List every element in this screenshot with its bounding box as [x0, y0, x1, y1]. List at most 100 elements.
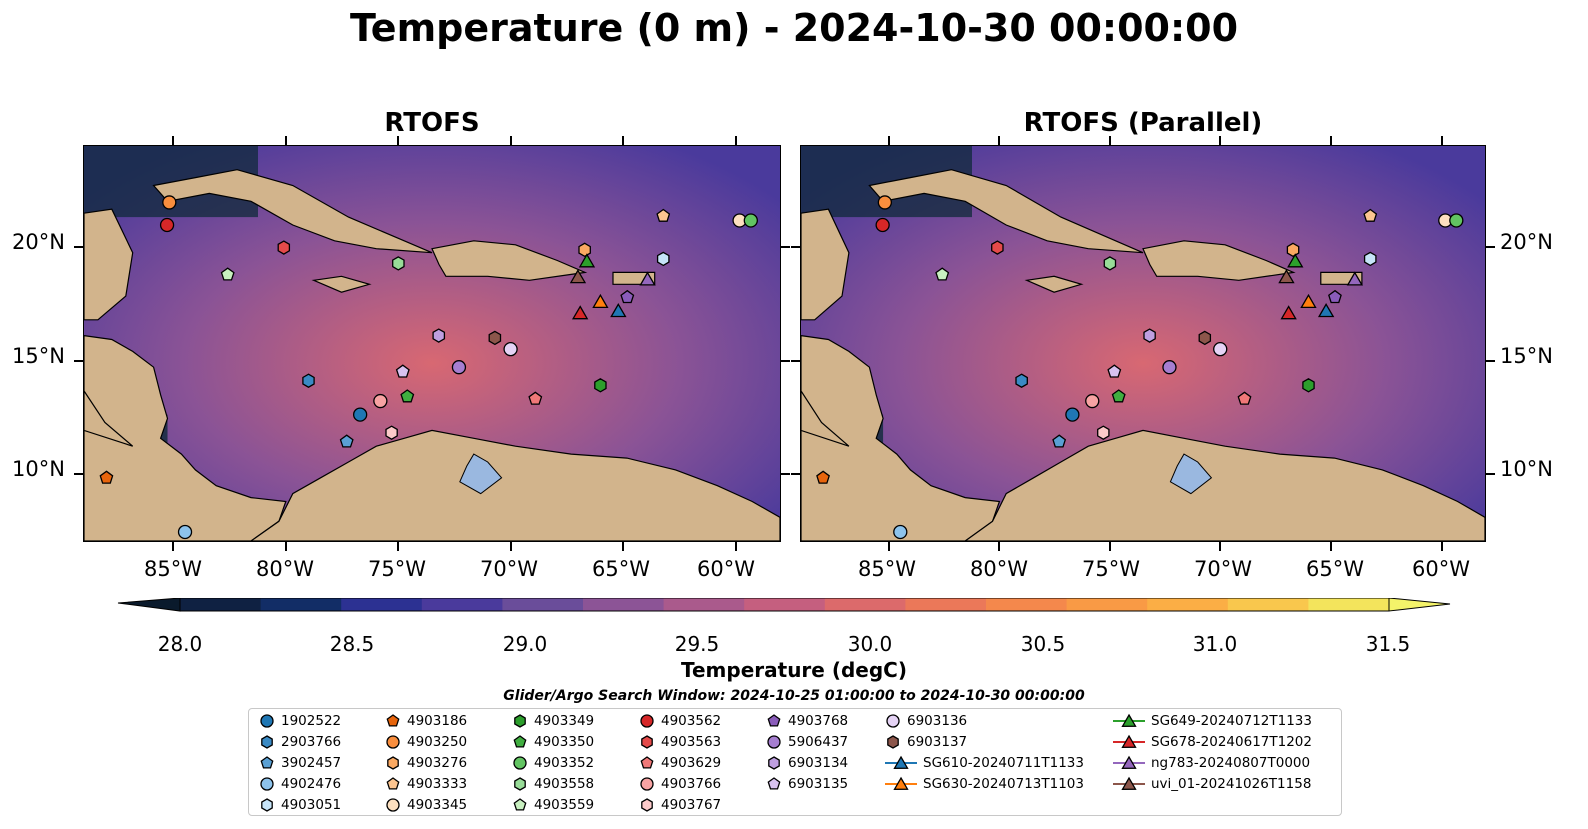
- axis-tick: [74, 472, 83, 475]
- lon-label-75w-right: 75°W: [1082, 557, 1140, 581]
- map-panel-rtofs-parallel[interactable]: [800, 145, 1486, 542]
- obs-marker-4903559: [935, 267, 950, 281]
- legend-item: 4903766: [639, 774, 721, 794]
- legend-symbol: [1121, 734, 1137, 748]
- colorbar-tick-30.5: 30.5: [1020, 632, 1066, 656]
- legend-marker-icon: [640, 756, 654, 769]
- axis-tick: [1219, 542, 1222, 551]
- obs-marker-4903558: [1103, 256, 1117, 271]
- obs-marker-SG649-20240712T1133: [578, 253, 596, 268]
- lon-label-65w-left: 65°W: [592, 557, 650, 581]
- obs-marker-ng783-20240807T0000: [639, 271, 656, 286]
- axis-tick: [791, 359, 800, 362]
- legend-symbol: [386, 777, 400, 790]
- legend-label: 4903186: [407, 713, 468, 729]
- axis-tick: [1330, 136, 1333, 145]
- colorbar-tick-29.5: 29.5: [674, 632, 720, 656]
- axis-tick: [734, 542, 737, 551]
- colorbar-segment: [1147, 598, 1229, 611]
- axis-tick: [74, 359, 83, 362]
- legend-item: 4903352: [512, 753, 594, 773]
- colorbar-tick-31.0: 31.0: [1192, 632, 1238, 656]
- obs-marker-4903333: [1363, 208, 1378, 222]
- axis-tick: [284, 542, 287, 551]
- legend-symbol: [260, 756, 274, 769]
- legend-item: 6903134: [766, 753, 848, 773]
- colorbar-tick-29.0: 29.0: [502, 632, 548, 656]
- obs-marker-2903766: [302, 373, 315, 388]
- legend-label: 4903767: [661, 797, 722, 813]
- colorbar-segment: [180, 598, 262, 611]
- land-mass: [249, 429, 780, 541]
- obs-marker-6903136: [1213, 341, 1228, 357]
- obs-marker-3902457: [1052, 434, 1067, 448]
- legend-symbol: [893, 755, 909, 769]
- legend-label: 4902476: [281, 776, 342, 792]
- panel-title-rtofs: RTOFS: [384, 108, 480, 138]
- legend-item: 4903349: [512, 711, 594, 731]
- colorbar-tick-28.0: 28.0: [157, 632, 203, 656]
- obs-marker-4902476: [893, 524, 908, 540]
- colorbar-segment: [986, 598, 1068, 611]
- legend-item: SG649-20240712T1133: [1113, 711, 1312, 731]
- colorbar-segment: [1066, 598, 1148, 611]
- legend-marker-icon: [514, 777, 526, 791]
- legend-item: 6903136: [885, 711, 967, 731]
- axis-tick: [781, 359, 790, 362]
- obs-marker-4903352: [1449, 213, 1464, 228]
- legend-label: 3902457: [281, 755, 342, 771]
- obs-marker-6903135: [395, 364, 410, 378]
- obs-marker-4903349: [594, 378, 607, 393]
- legend-symbol: [513, 735, 527, 748]
- legend-item: 4903333: [385, 774, 467, 794]
- legend-marker-icon: [1113, 734, 1145, 748]
- axis-tick: [397, 542, 400, 551]
- obs-marker-4903051: [656, 251, 670, 267]
- legend-item: 4903563: [639, 732, 721, 752]
- legend-marker-icon: [513, 798, 527, 811]
- legend-item: 2903766: [259, 732, 341, 752]
- legend-item: 6903137: [885, 732, 967, 752]
- colorbar-segment: [744, 598, 826, 611]
- obs-marker-4903767: [1097, 425, 1110, 440]
- obs-marker-5906437: [1162, 360, 1177, 375]
- legend-label: 6903137: [907, 734, 968, 750]
- legend-marker-icon: [386, 777, 400, 790]
- legend-item: 1902522: [259, 711, 341, 731]
- land-mass: [152, 169, 433, 254]
- legend-symbol: [641, 735, 653, 749]
- map-panel-rtofs[interactable]: [83, 145, 781, 542]
- colorbar-tick-31.5: 31.5: [1365, 632, 1411, 656]
- obs-marker-SG678-20240617T1202: [1280, 305, 1297, 320]
- legend-symbol: [640, 777, 654, 791]
- obs-marker-4903629: [1237, 391, 1252, 405]
- map-canvas: [801, 146, 1485, 541]
- obs-marker-SG649-20240712T1133: [1287, 253, 1304, 268]
- legend-marker-icon: [887, 735, 899, 749]
- colorbar-segment: [663, 598, 745, 611]
- legend-marker-icon: [261, 735, 273, 749]
- lon-label-60w-right: 60°W: [1412, 557, 1470, 581]
- obs-marker-4903250: [162, 195, 177, 210]
- legend-item: 4903558: [512, 774, 594, 794]
- land-mass: [868, 169, 1144, 254]
- land-mass: [84, 334, 287, 541]
- legend-marker-icon: [885, 755, 917, 769]
- legend-label: 6903135: [788, 776, 849, 792]
- legend-symbol: [1121, 713, 1137, 727]
- legend-symbol: [514, 714, 526, 728]
- axis-tick: [1219, 136, 1222, 145]
- axis-tick: [1486, 472, 1495, 475]
- legend-label: 4903350: [534, 734, 595, 750]
- legend-symbol: [386, 735, 400, 749]
- lon-label-85w-right: 85°W: [858, 557, 916, 581]
- obs-marker-6903136: [503, 341, 518, 357]
- legend-symbol: [513, 798, 527, 811]
- legend-item: 4903559: [512, 795, 594, 815]
- axis-tick: [509, 542, 512, 551]
- lon-label-70w-right: 70°W: [1194, 557, 1252, 581]
- obs-marker-4903766: [373, 393, 388, 409]
- legend-symbol: [640, 714, 654, 728]
- legend-marker-icon: [640, 714, 654, 728]
- axis-tick: [74, 246, 83, 249]
